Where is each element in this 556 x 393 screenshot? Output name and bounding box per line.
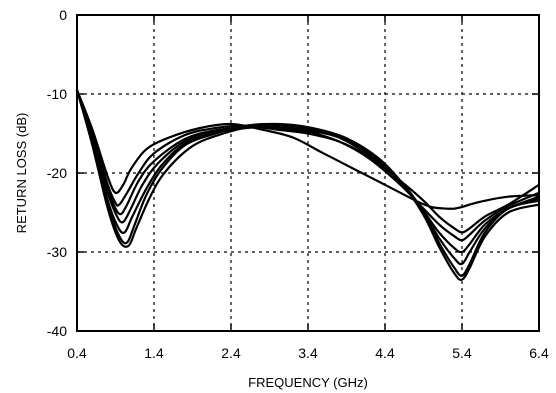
series-line-7 [75, 89, 541, 281]
x-tick-label: 3.4 [298, 345, 318, 361]
x-tick-label: 1.4 [144, 345, 164, 361]
series-line-5 [75, 89, 541, 266]
series-line-1 [75, 89, 541, 210]
y-tick-label: -10 [47, 86, 67, 102]
y-tick-label: -40 [47, 323, 67, 339]
x-tick-label: 5.4 [452, 345, 472, 361]
y-tick-labels: 0 -10 -20 -30 -40 [47, 7, 67, 339]
series-line-2 [75, 89, 541, 234]
grid-lines [77, 15, 539, 331]
y-axis-label: RETURN LOSS (dB) [14, 113, 29, 234]
x-tick-label: 2.4 [221, 345, 241, 361]
series-line-4 [75, 89, 541, 254]
x-tick-labels: 0.4 1.4 2.4 3.4 4.4 5.4 6.4 [67, 345, 549, 361]
x-tick-label: 0.4 [67, 345, 87, 361]
x-tick-label: 6.4 [529, 345, 549, 361]
x-axis-label: FREQUENCY (GHz) [248, 375, 368, 390]
y-tick-label: -20 [47, 165, 67, 181]
series-line-3 [75, 89, 541, 242]
y-tick-label: 0 [59, 7, 67, 23]
series-group [75, 89, 541, 281]
x-tick-label: 4.4 [375, 345, 395, 361]
y-tick-label: -30 [47, 244, 67, 260]
tick-marks [76, 14, 540, 332]
